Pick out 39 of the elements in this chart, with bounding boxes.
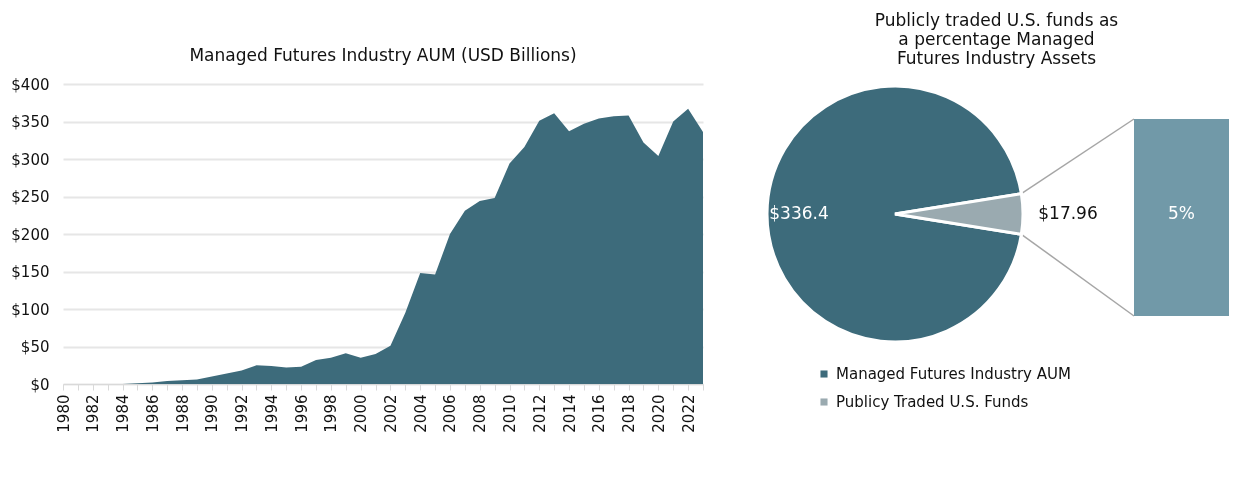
x-tick-label: 2004 bbox=[411, 394, 430, 433]
x-tick-label: 1998 bbox=[322, 394, 341, 433]
y-tick-label: $400 bbox=[11, 75, 50, 94]
y-tick-label: $200 bbox=[11, 225, 50, 244]
y-tick-label: $0 bbox=[30, 375, 50, 394]
x-tick-label: 2000 bbox=[352, 394, 371, 433]
data-label: $336.4 bbox=[769, 203, 829, 223]
pie-slice bbox=[765, 84, 1023, 344]
x-tick-label: 1980 bbox=[54, 394, 73, 433]
y-tick-label: $50 bbox=[20, 338, 50, 356]
x-tick-label: 2016 bbox=[590, 394, 609, 433]
x-tick-label: 1996 bbox=[292, 394, 311, 433]
x-tick-label: 1990 bbox=[203, 394, 222, 433]
x-tick-label: 2014 bbox=[560, 394, 579, 433]
data-label: $17.96 bbox=[1038, 203, 1098, 223]
y-tick-label: $100 bbox=[11, 300, 50, 319]
y-tick-label: $350 bbox=[11, 113, 50, 131]
x-tick-label: 1982 bbox=[84, 394, 103, 433]
y-tick-label: $300 bbox=[11, 150, 50, 169]
x-tick-label: 2018 bbox=[620, 394, 639, 433]
x-tick-label: 2006 bbox=[441, 394, 460, 433]
x-tick-label: 1992 bbox=[233, 394, 252, 433]
text: 5% bbox=[1168, 203, 1195, 223]
x-tick-label: 1984 bbox=[114, 394, 133, 433]
chart-title: Publicly traded U.S. funds as a percentage Managed Futures Industry Assets bbox=[874, 10, 1119, 68]
legend-label: Publicy Traded U.S. Funds bbox=[836, 393, 1029, 411]
x-tick-label: 2002 bbox=[381, 394, 400, 433]
x-tick-label: 2012 bbox=[530, 394, 549, 433]
x-tick-label: 1994 bbox=[262, 394, 281, 433]
chart-title: Managed Futures Industry AUM (USD Billions) bbox=[189, 45, 577, 65]
x-tick-label: 2022 bbox=[679, 394, 698, 433]
x-tick-label: 2008 bbox=[471, 394, 490, 433]
y-tick-label: $150 bbox=[11, 263, 50, 281]
y-tick-label: $250 bbox=[11, 188, 50, 206]
x-tick-label: 2020 bbox=[649, 394, 668, 433]
x-tick-label: 1986 bbox=[143, 394, 162, 433]
x-tick-label: 1988 bbox=[173, 394, 192, 433]
x-tick-label: 2010 bbox=[501, 394, 520, 433]
legend-label: Managed Futures Industry AUM bbox=[836, 365, 1071, 383]
